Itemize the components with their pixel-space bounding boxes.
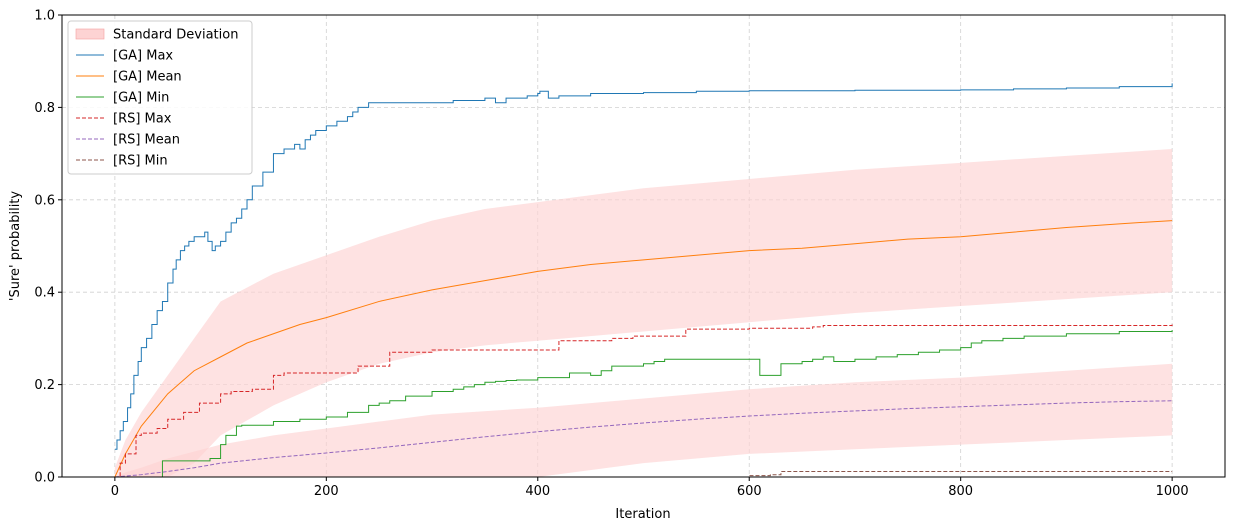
legend-swatch-standard-deviation [75,28,105,40]
x-tick-label: 800 [948,484,973,499]
series-ga-mean-line [114,220,1173,478]
x-axis-ticks: 0 200 400 600 800 1000 [111,477,1189,499]
legend-box [67,20,253,175]
series-rs-min-line [114,470,1173,478]
y-axis-ticks: 0.0 0.2 0.4 0.6 0.8 1.0 [34,9,62,486]
std-band-group [114,148,1173,478]
series-ga-min-line [114,330,1173,478]
series-ga-max-line [114,83,1173,450]
plot-frame [61,14,1226,478]
legend: Standard Deviation [GA] Max [GA] Mean [GA] … [67,20,253,175]
y-tick-label: 0.8 [34,101,55,116]
std-band [114,148,1173,478]
y-tick-label: 1.0 [34,9,55,24]
legend-label-standard-deviation: Standard Deviation [113,28,238,43]
legend-label-rs-mean: [RS] Mean [113,133,180,148]
y-axis-label: 'Sure' probability [8,191,23,301]
y-tick-label: 0.6 [34,193,55,208]
legend-label-ga-max: [GA] Max [113,49,173,64]
legend-label-rs-min: [RS] Min [113,154,168,169]
x-tick-label: 600 [737,484,762,499]
y-tick-label: 0.2 [34,378,55,393]
x-tick-label: 200 [314,484,339,499]
x-tick-label: 400 [525,484,550,499]
series-rs-mean-line [114,400,1173,478]
x-tick-label: 1000 [1156,484,1189,499]
legend-label-ga-mean: [GA] Mean [113,70,182,85]
series-lines [114,83,1173,478]
legend-label-rs-max: [RS] Max [113,112,172,127]
y-tick-label: 0.4 [34,286,55,301]
std-band [114,363,1173,477]
series-rs-max-line [114,324,1173,478]
x-axis-label: Iteration [615,507,670,522]
legend-label-ga-min: [GA] Min [113,91,169,106]
y-tick-label: 0.0 [34,471,55,486]
x-tick-label: 0 [111,484,119,499]
